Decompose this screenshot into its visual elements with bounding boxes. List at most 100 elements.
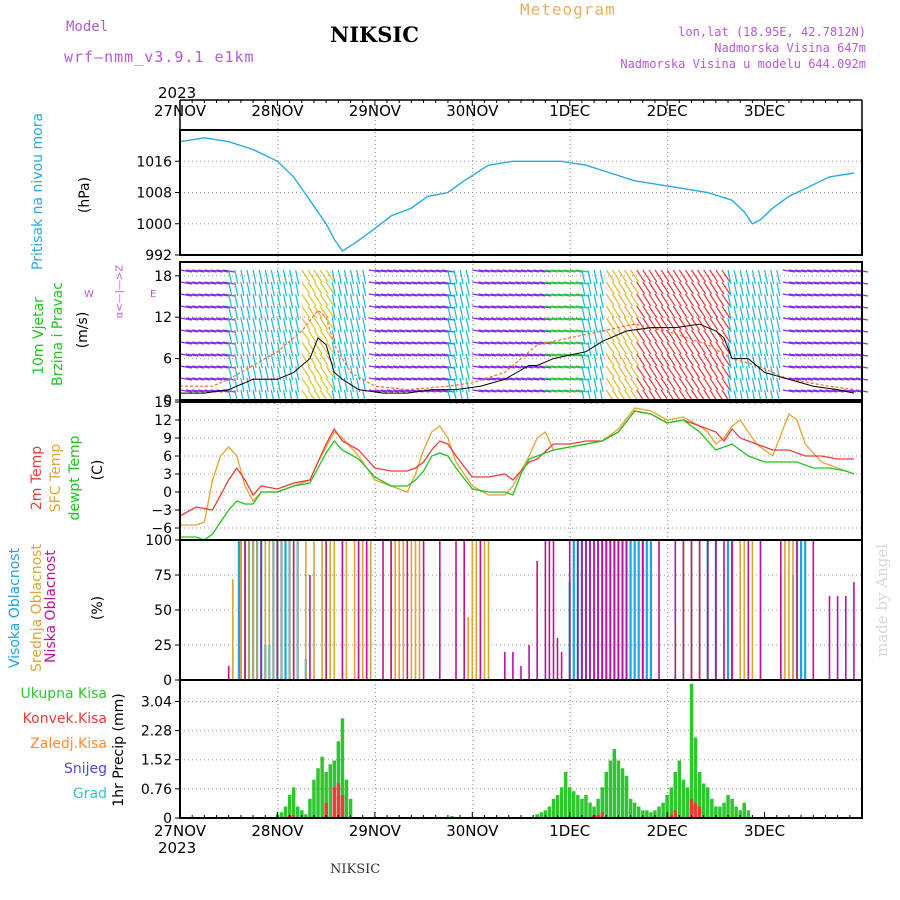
wind-barb <box>216 365 229 369</box>
wind-barb <box>313 353 323 367</box>
wind-barb <box>465 269 470 285</box>
wind-barb <box>739 281 744 297</box>
wind-barb <box>270 269 275 285</box>
wind-barb <box>435 317 448 321</box>
wind-barb <box>435 365 448 369</box>
wind-barb <box>801 353 814 357</box>
wind-barb <box>678 269 688 283</box>
wind-barb <box>502 281 515 285</box>
clouds-ytick-label: 100 <box>145 533 172 549</box>
wind-barb <box>496 269 509 273</box>
wind-barb <box>447 341 452 357</box>
wind-barb <box>745 365 750 381</box>
wind-barb <box>234 365 239 381</box>
wind-barb <box>478 341 491 345</box>
wind-barb <box>849 341 862 345</box>
wind-barb <box>721 293 731 307</box>
wind-barb <box>295 365 300 381</box>
wind-barb <box>343 329 348 345</box>
wind-barb <box>825 353 838 357</box>
wind-barb <box>563 389 576 393</box>
model-name: wrf—nmm_v3.9.1 e1km <box>64 48 255 66</box>
wind-barb <box>666 353 676 367</box>
wind-barb <box>715 269 725 283</box>
wind-barb <box>484 269 497 273</box>
wind-barb <box>386 377 400 381</box>
wind-barb <box>496 341 509 345</box>
wind-barb <box>301 281 311 295</box>
wind-barb <box>502 365 515 369</box>
wind-barb <box>563 377 576 381</box>
wind-barb <box>684 281 694 295</box>
time-label-top: 3DEC <box>744 102 785 120</box>
wind-barb <box>684 293 694 307</box>
wind-barb <box>801 341 814 345</box>
total-precip-bar <box>336 741 341 818</box>
wind-barb <box>343 305 348 321</box>
wind-barb <box>825 377 838 381</box>
wind-barb <box>192 341 205 345</box>
wind-barb <box>502 329 515 333</box>
wind-barb <box>393 389 406 393</box>
wind-barb <box>478 377 491 381</box>
wind-barb <box>496 293 509 297</box>
wind-barb <box>282 365 288 381</box>
wind-barb <box>295 281 300 297</box>
wind-barb <box>435 305 448 309</box>
wind-barb <box>393 329 406 333</box>
wind-barb <box>204 305 217 309</box>
wind-barb <box>380 329 393 333</box>
wind-barb <box>684 365 694 379</box>
wind-barb <box>186 329 199 333</box>
wind-barb <box>349 293 355 309</box>
wind-barb <box>337 377 342 393</box>
wind-barb <box>831 269 844 273</box>
wind-barb <box>210 377 223 381</box>
wind-barb <box>733 377 738 393</box>
wind-barb <box>557 329 570 333</box>
wind-barb <box>343 281 348 297</box>
wind-barb <box>453 353 458 369</box>
model-elevation: Nadmorska Visina u modelu 644.092m <box>620 57 866 71</box>
wind-barb <box>447 281 452 297</box>
wind-barb <box>727 377 732 393</box>
wind-barb <box>801 365 814 369</box>
wind-barb <box>721 317 731 331</box>
wind-barb <box>642 329 652 343</box>
wind-barb <box>325 281 335 295</box>
wind-barb <box>325 341 335 355</box>
wind-barb <box>472 317 485 321</box>
wind-barb <box>813 377 826 381</box>
temperature-ytick-label: 15 <box>154 395 172 411</box>
wind-barb <box>697 377 707 391</box>
wind-barb <box>545 389 558 393</box>
wind-barb <box>788 305 801 309</box>
wind-barb <box>557 293 570 297</box>
wind-barb <box>825 317 838 321</box>
wind-barb <box>374 281 387 285</box>
wind-barb <box>672 341 682 355</box>
wind-barb <box>246 269 251 285</box>
wind-barb <box>423 305 436 309</box>
precip-legend-frozen: Zaledj.Kisa <box>30 736 107 752</box>
wind-barb <box>228 353 233 369</box>
wind-barb <box>496 317 509 321</box>
wind-barb <box>204 281 217 285</box>
wind-barb <box>557 377 570 381</box>
wind-barb <box>198 269 211 273</box>
wind-barb <box>276 305 281 321</box>
total-precip-bar <box>304 814 308 818</box>
wind-barb <box>527 281 540 285</box>
wind-barb <box>368 353 381 357</box>
wind-barb <box>654 341 664 355</box>
wind-barb <box>782 353 795 357</box>
wind-barb <box>417 305 430 309</box>
wind-barb <box>514 305 527 309</box>
wind-barb <box>837 329 850 333</box>
wind-barb <box>362 317 367 333</box>
wind-barb <box>764 305 769 321</box>
total-precip-bar <box>697 772 702 818</box>
wind-barb <box>684 377 694 391</box>
wind-barb <box>539 353 552 357</box>
wind-barb <box>246 293 251 309</box>
